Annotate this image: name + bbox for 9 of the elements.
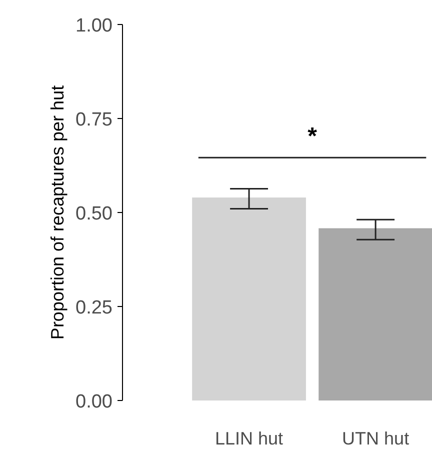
x-tick-label: LLIN hut: [215, 428, 284, 448]
y-tick-label: 0.25: [76, 298, 113, 318]
y-axis-title: Proportion of recaptures per hut: [48, 85, 68, 340]
y-tick-label: 0.75: [76, 110, 113, 130]
y-tick-label: 0.00: [76, 392, 113, 412]
annotation: *: [308, 123, 318, 150]
y-tick-label: 0.50: [76, 204, 113, 224]
y-tick-label: 1.00: [76, 16, 113, 36]
x-tick-label: UTN hut: [342, 428, 410, 448]
